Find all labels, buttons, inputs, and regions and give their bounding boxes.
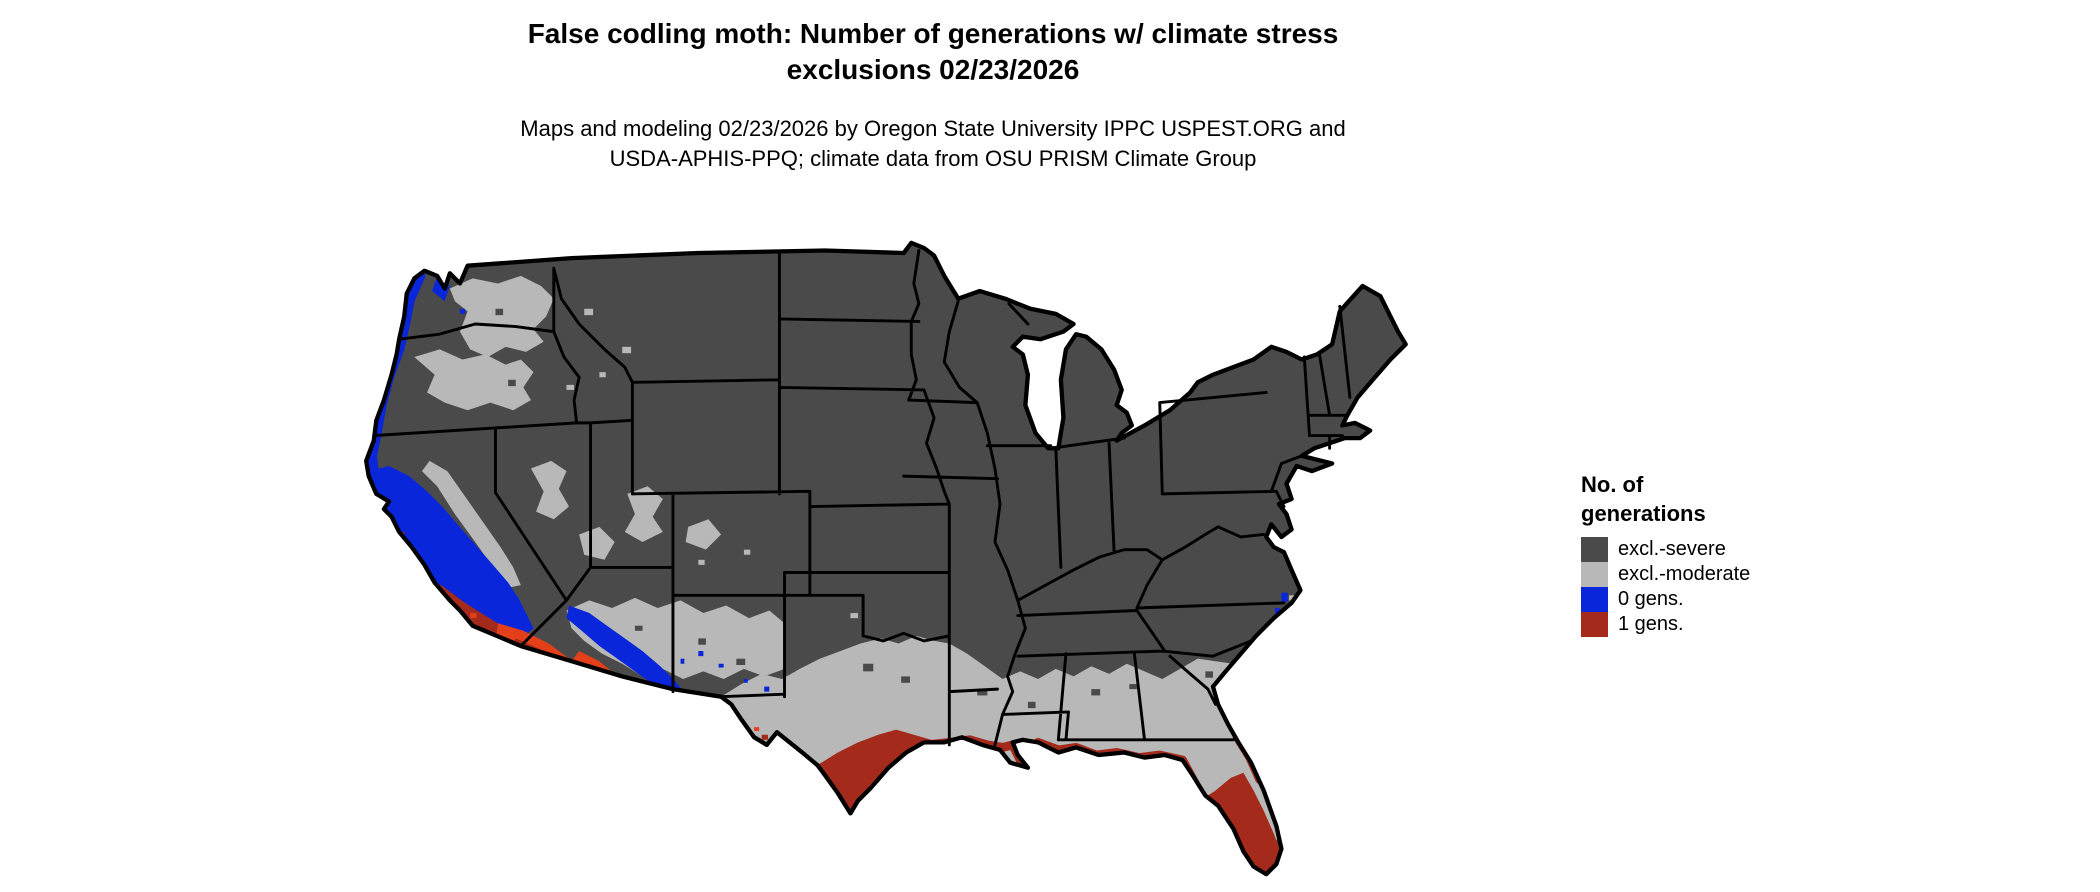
plot-title-line1: False codling moth: Number of generation… <box>527 18 1339 49</box>
legend-item: 0 gens. <box>1581 587 1901 612</box>
legend-swatch-excl-severe <box>1581 537 1608 562</box>
plot-subtitle: Maps and modeling 02/23/2026 by Oregon S… <box>0 114 1866 174</box>
plot-header: False codling moth: Number of generation… <box>0 16 1866 174</box>
state-borders <box>372 249 1352 747</box>
legend-item-label: 1 gens. <box>1618 613 1684 635</box>
us-outline <box>364 240 1408 877</box>
legend-swatch-one-gen <box>1581 612 1608 637</box>
us-map <box>318 232 1554 880</box>
legend-item: 1 gens. <box>1581 612 1901 637</box>
legend-item-label: 0 gens. <box>1618 588 1684 610</box>
legend-item-label: excl.-moderate <box>1618 563 1751 585</box>
legend-title-line2: generations <box>1581 501 1706 526</box>
plot-subtitle-line2: USDA-APHIS-PPQ; climate data from OSU PR… <box>609 146 1257 171</box>
speckle-layer <box>495 308 1213 709</box>
plot-title: False codling moth: Number of generation… <box>0 16 1866 88</box>
legend-swatch-excl-moderate <box>1581 562 1608 587</box>
legend-title-line1: No. of <box>1581 472 1644 497</box>
plot-subtitle-line1: Maps and modeling 02/23/2026 by Oregon S… <box>520 116 1346 141</box>
legend-title: No. of generations <box>1581 470 1901 528</box>
legend-items: excl.-severe excl.-moderate 0 gens. 1 ge… <box>1581 537 1901 637</box>
plot-title-line2: exclusions 02/23/2026 <box>786 54 1080 85</box>
legend-item: excl.-moderate <box>1581 562 1901 587</box>
legend: No. of generations excl.-severe excl.-mo… <box>1581 470 1901 637</box>
legend-item: excl.-severe <box>1581 537 1901 562</box>
legend-swatch-zero-gens <box>1581 587 1608 612</box>
legend-item-label: excl.-severe <box>1618 538 1726 560</box>
us-map-svg <box>364 240 1408 877</box>
